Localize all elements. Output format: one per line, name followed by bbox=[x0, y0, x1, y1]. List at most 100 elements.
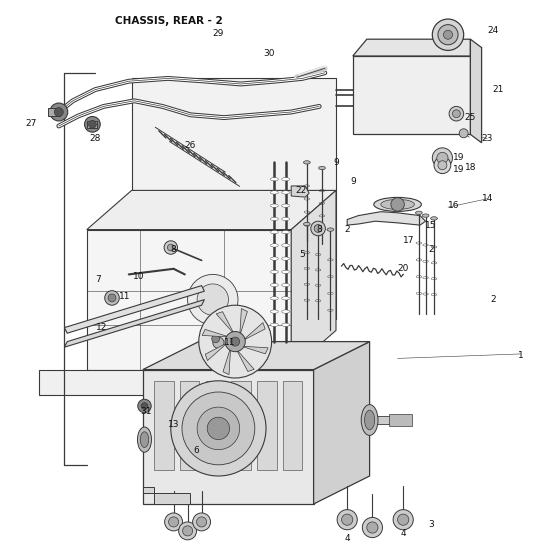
Ellipse shape bbox=[270, 178, 278, 181]
Circle shape bbox=[182, 392, 255, 465]
Text: 1: 1 bbox=[518, 351, 524, 360]
Circle shape bbox=[197, 407, 240, 450]
Circle shape bbox=[452, 110, 460, 118]
Text: 4: 4 bbox=[400, 529, 406, 538]
Text: 14: 14 bbox=[482, 194, 493, 203]
Polygon shape bbox=[202, 329, 231, 338]
Polygon shape bbox=[39, 370, 291, 395]
Ellipse shape bbox=[270, 257, 278, 260]
Polygon shape bbox=[143, 370, 314, 504]
Text: 5: 5 bbox=[300, 250, 305, 259]
Text: 8: 8 bbox=[316, 225, 322, 234]
Circle shape bbox=[311, 221, 325, 236]
Ellipse shape bbox=[282, 231, 290, 234]
Circle shape bbox=[179, 522, 197, 540]
Bar bbox=[48, 108, 60, 116]
Ellipse shape bbox=[327, 228, 334, 231]
Polygon shape bbox=[206, 381, 225, 470]
Circle shape bbox=[342, 514, 353, 525]
Circle shape bbox=[164, 241, 178, 254]
Polygon shape bbox=[257, 381, 277, 470]
Ellipse shape bbox=[319, 166, 325, 170]
Text: 2: 2 bbox=[490, 295, 496, 304]
Polygon shape bbox=[291, 190, 336, 370]
Text: 24: 24 bbox=[487, 26, 498, 35]
Circle shape bbox=[138, 399, 151, 413]
Circle shape bbox=[432, 19, 464, 50]
Circle shape bbox=[54, 108, 63, 116]
Polygon shape bbox=[353, 39, 470, 56]
Text: 29: 29 bbox=[213, 29, 224, 38]
Circle shape bbox=[367, 522, 378, 533]
Polygon shape bbox=[180, 381, 199, 470]
Text: 15: 15 bbox=[426, 221, 437, 230]
Bar bbox=[87, 121, 97, 128]
Polygon shape bbox=[241, 323, 265, 342]
Polygon shape bbox=[470, 39, 482, 143]
Ellipse shape bbox=[270, 283, 278, 287]
Ellipse shape bbox=[431, 217, 437, 220]
Text: 9: 9 bbox=[333, 158, 339, 167]
Ellipse shape bbox=[304, 222, 310, 226]
Polygon shape bbox=[132, 78, 336, 319]
Circle shape bbox=[437, 152, 448, 164]
Text: 26: 26 bbox=[185, 141, 196, 150]
Text: 10: 10 bbox=[133, 272, 144, 281]
Circle shape bbox=[197, 284, 228, 315]
Circle shape bbox=[105, 291, 119, 305]
Text: 22: 22 bbox=[296, 186, 307, 195]
Ellipse shape bbox=[141, 432, 149, 447]
Text: 2: 2 bbox=[428, 245, 434, 254]
Circle shape bbox=[337, 510, 357, 530]
Text: 19: 19 bbox=[454, 153, 465, 162]
Circle shape bbox=[183, 526, 193, 536]
Text: 12: 12 bbox=[96, 323, 108, 332]
Polygon shape bbox=[239, 346, 268, 354]
Text: 23: 23 bbox=[482, 134, 493, 143]
Ellipse shape bbox=[282, 204, 290, 207]
Circle shape bbox=[231, 337, 240, 346]
Circle shape bbox=[393, 510, 413, 530]
Polygon shape bbox=[347, 212, 426, 225]
Ellipse shape bbox=[270, 244, 278, 247]
Circle shape bbox=[432, 148, 452, 168]
Circle shape bbox=[50, 103, 68, 121]
Ellipse shape bbox=[365, 410, 375, 430]
Polygon shape bbox=[353, 56, 470, 134]
Bar bbox=[370, 416, 400, 424]
Circle shape bbox=[434, 157, 451, 174]
Text: 20: 20 bbox=[398, 264, 409, 273]
Text: 18: 18 bbox=[465, 164, 476, 172]
Circle shape bbox=[438, 161, 447, 170]
Ellipse shape bbox=[270, 217, 278, 221]
Ellipse shape bbox=[270, 310, 278, 313]
Polygon shape bbox=[64, 300, 204, 347]
Circle shape bbox=[199, 305, 272, 378]
Text: 6: 6 bbox=[193, 446, 199, 455]
Ellipse shape bbox=[270, 204, 278, 207]
Text: 7: 7 bbox=[95, 276, 101, 284]
Text: 21: 21 bbox=[493, 85, 504, 94]
Ellipse shape bbox=[374, 197, 421, 211]
Ellipse shape bbox=[381, 199, 414, 209]
Text: 28: 28 bbox=[90, 134, 101, 143]
Ellipse shape bbox=[361, 404, 378, 436]
Text: 13: 13 bbox=[168, 420, 179, 429]
Ellipse shape bbox=[138, 427, 151, 452]
Polygon shape bbox=[154, 381, 174, 470]
Polygon shape bbox=[231, 381, 251, 470]
Bar bbox=[389, 414, 412, 426]
Ellipse shape bbox=[282, 270, 290, 273]
Ellipse shape bbox=[282, 257, 290, 260]
Text: 17: 17 bbox=[403, 236, 414, 245]
Circle shape bbox=[165, 513, 183, 531]
Ellipse shape bbox=[416, 211, 422, 214]
Polygon shape bbox=[87, 190, 336, 230]
Text: 3: 3 bbox=[428, 520, 434, 529]
Circle shape bbox=[213, 337, 224, 348]
Polygon shape bbox=[216, 312, 235, 336]
Ellipse shape bbox=[270, 191, 278, 194]
Circle shape bbox=[459, 129, 468, 138]
Ellipse shape bbox=[270, 231, 278, 234]
Circle shape bbox=[193, 513, 211, 531]
